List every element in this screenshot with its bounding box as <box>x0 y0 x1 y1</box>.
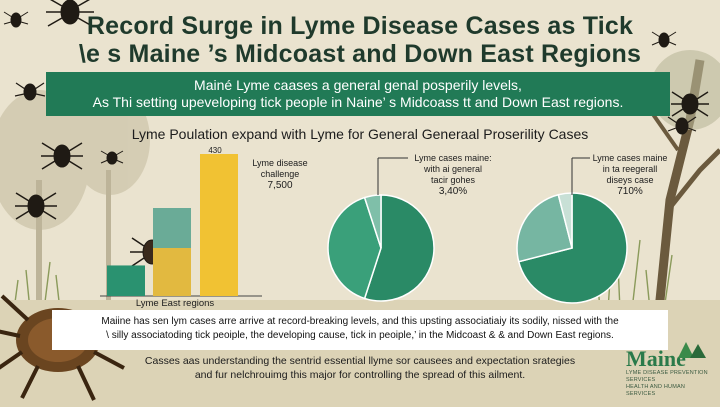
pie2-label-line2: in ta reegerall <box>602 164 658 174</box>
logo-sub1: LYME DISEASE PREVENTION SERVICES <box>626 370 708 383</box>
bar-3-segment-1 <box>200 154 238 296</box>
bar-annotation-line2: challenge <box>260 169 300 179</box>
pie1-slice-2 <box>327 196 382 300</box>
banner-line2: As Thi setting upeveloping tick people i… <box>92 94 624 110</box>
bottom-text: Casses aas understanding the sentrid ess… <box>70 354 650 382</box>
pie-chart-1 <box>327 194 435 302</box>
bottom-text-line1: Casses aas understanding the sentrid ess… <box>144 355 576 367</box>
logo-sub2: HEALTH AND HUMAN SERVICES <box>626 384 686 397</box>
pie2-slice-2 <box>516 193 573 263</box>
pie2-label-line1: Lyme cases maine <box>592 153 668 163</box>
pie1-slice-3 <box>363 194 382 249</box>
maine-logo: Maine LYME DISEASE PREVENTION SERVICES H… <box>626 342 716 398</box>
page-title-line2: \e s Maine ’s Midcoast and Down East Reg… <box>78 40 642 68</box>
pie2-label-line3: diseys case <box>606 175 654 185</box>
chart-section-title: Lyme Poulation expand with Lyme for Gene… <box>131 126 589 142</box>
pie2-label-value: 710% <box>617 186 643 197</box>
pie1-label-value: 3,40% <box>438 186 468 197</box>
pie1-label-line3: tacir gohes <box>430 175 476 185</box>
footer-line2: \ silly associatoding tick peoiple, the … <box>106 330 614 341</box>
pie2-label: Lyme cases maine in ta reegerall diseys … <box>580 153 680 197</box>
pie-chart-2 <box>516 192 628 304</box>
footer-text-box: Maiine has sen lym cases arre arrive at … <box>52 310 668 350</box>
pie1-slice-1 <box>363 194 435 302</box>
summary-banner: Mainé Lyme caases a general genal posper… <box>46 72 670 116</box>
bar-annotation-value: 7,500 <box>267 180 293 191</box>
logo-text: Maine <box>626 346 686 371</box>
bar-1-segment-1 <box>107 265 145 296</box>
bar-annotation-line1: Lyme disease <box>252 158 308 168</box>
banner-line1: Mainé Lyme caases a general genal posper… <box>194 77 522 93</box>
bar-2-segment-1 <box>153 248 191 296</box>
pine-tree-icon <box>678 342 706 358</box>
bar-annotation: Lyme disease challenge 7,500 <box>240 158 320 191</box>
bar-top-label: 430 <box>208 146 222 155</box>
pie1-label: Lyme cases maine: with ai general tacir … <box>398 153 508 197</box>
pie1-label-line1: Lyme cases maine: <box>414 153 492 163</box>
bar-2-segment-2 <box>153 208 191 248</box>
page-title-line1: Record Surge in Lyme Disease Cases as Ti… <box>86 12 634 40</box>
footer-line1: Maiine has sen lym cases arre arrive at … <box>101 316 619 327</box>
bottom-text-line2: and fur nelchrouimg this major for contr… <box>194 369 526 381</box>
pie2-slice-1 <box>517 192 628 304</box>
bar-category-label: Lyme East regions <box>135 298 215 309</box>
pie1-label-line2: with ai general <box>423 164 483 174</box>
